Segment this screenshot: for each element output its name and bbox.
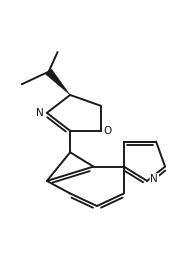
Text: O: O xyxy=(104,126,112,136)
Polygon shape xyxy=(46,69,70,95)
Text: N: N xyxy=(36,108,44,118)
Text: N: N xyxy=(150,174,158,184)
